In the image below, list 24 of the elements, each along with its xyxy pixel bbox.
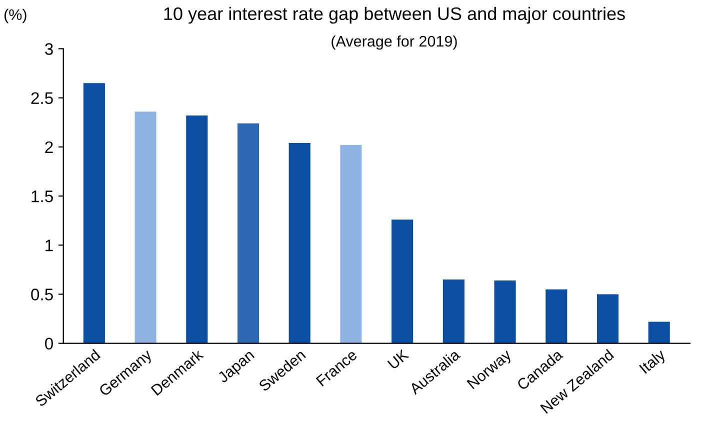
bar [546,289,568,344]
bar [288,143,310,344]
y-tick-label: 2 [45,141,53,153]
x-tick-label: Italy [638,348,668,376]
x-tick-label: UK [387,348,410,370]
y-tick-label: 0 [45,338,53,350]
y-axis-title: (%) [4,8,26,24]
bar [392,220,414,344]
bar [442,279,464,344]
chart-subtitle: (Average for 2019) [332,35,457,50]
y-tick-label: 2.5 [31,92,53,104]
bar [83,83,105,344]
bar [340,144,362,344]
bar [237,123,260,344]
bar [186,116,208,344]
bar [494,280,516,344]
chart-title: 10 year interest rate gap between US and major countries [164,6,625,24]
bar [648,322,670,344]
bar [596,294,619,344]
y-tick-label: 0.5 [31,288,53,300]
y-tick-label: 3 [45,43,53,55]
y-tick-label: 1.5 [32,190,53,202]
bar [134,112,156,344]
y-tick-label: 1 [46,240,53,252]
